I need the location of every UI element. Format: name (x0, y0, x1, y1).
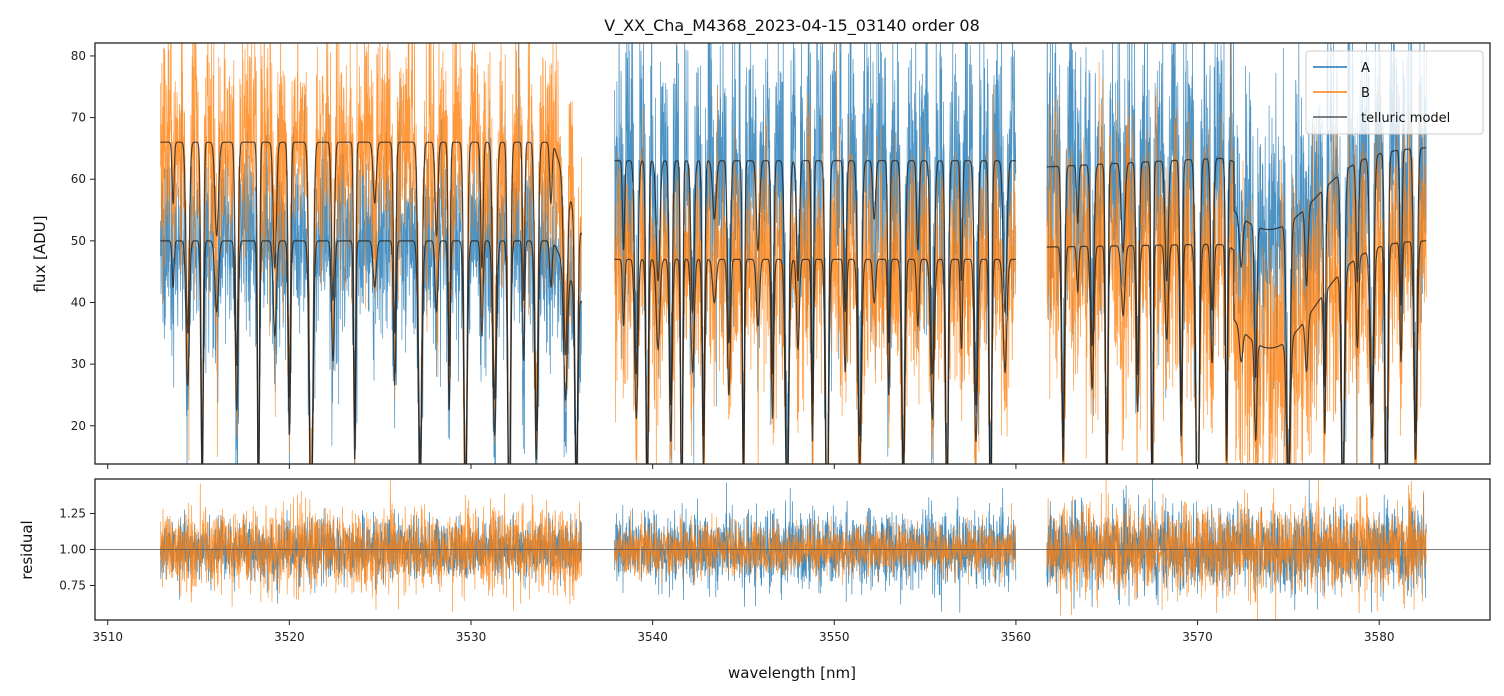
flux-y-tick-label: 60 (71, 172, 86, 186)
flux-panel: 20 30 40 50 60 70 80 flux [ADU] A B telluric m… (31, 42, 1491, 469)
legend-label-telluric: telluric model (1361, 111, 1450, 126)
residual-y-axis-label: residual (18, 520, 36, 579)
legend-box (1305, 50, 1484, 135)
x-tick-label: 3540 (637, 630, 668, 644)
flux-x-ticks (107, 464, 1380, 469)
flux-y-tick-label: 80 (71, 49, 86, 63)
x-axis-label: wavelength [nm] (728, 664, 856, 682)
residual-y-tick-label: 0.75 (59, 578, 86, 592)
telluric-model-b-segment-2 (614, 258, 1016, 464)
x-tick-label: 3550 (819, 630, 850, 644)
residual-y-tick-label: 1.25 (59, 507, 86, 521)
flux-y-tick-label: 30 (71, 357, 86, 371)
legend: A B telluric model (1305, 50, 1484, 135)
flux-y-axis-label: flux [ADU] (31, 215, 49, 292)
legend-label-b: B (1361, 86, 1370, 101)
residual-plot-area (95, 479, 1490, 620)
residual-panel: 0.75 1.00 1.25 3510 3520 3530 3540 3550 3560 357… (18, 478, 1491, 682)
x-tick-label: 3510 (92, 630, 123, 644)
flux-y-ticks: 20 30 40 50 60 70 80 (71, 49, 95, 433)
x-tick-label: 3520 (274, 630, 305, 644)
chart-title: V_XX_Cha_M4368_2023-04-15_03140 order 08 (604, 16, 980, 36)
residual-b-segment-2 (614, 503, 1017, 586)
flux-plot-area (160, 43, 1427, 464)
flux-axes-frame (94, 42, 1491, 465)
residual-y-tick-label: 1.00 (59, 543, 86, 557)
flux-y-tick-label: 50 (71, 234, 86, 248)
x-tick-label: 3570 (1182, 630, 1213, 644)
residual-y-ticks: 0.75 1.00 1.25 (59, 507, 95, 592)
x-tick-label: 3580 (1364, 630, 1395, 644)
telluric-model-b-segment-1 (160, 141, 583, 464)
residual-x-ticks: 3510 3520 3530 3540 3550 3560 3570 3580 (92, 620, 1394, 644)
telluric-model-b-segment-3 (1046, 240, 1427, 464)
x-tick-label: 3560 (1001, 630, 1032, 644)
flux-y-tick-label: 40 (71, 296, 86, 310)
flux-y-tick-label: 70 (71, 111, 86, 125)
x-tick-label: 3530 (456, 630, 487, 644)
residual-b-segment-3 (1046, 479, 1427, 620)
residual-b-segment-1 (160, 479, 583, 613)
telluric-model-a-segment-2 (614, 160, 1016, 464)
legend-label-a: A (1361, 61, 1370, 76)
flux-y-tick-label: 20 (71, 419, 86, 433)
series-b-segment-1 (160, 43, 583, 464)
telluric-model-a-segment-3 (1046, 147, 1427, 464)
